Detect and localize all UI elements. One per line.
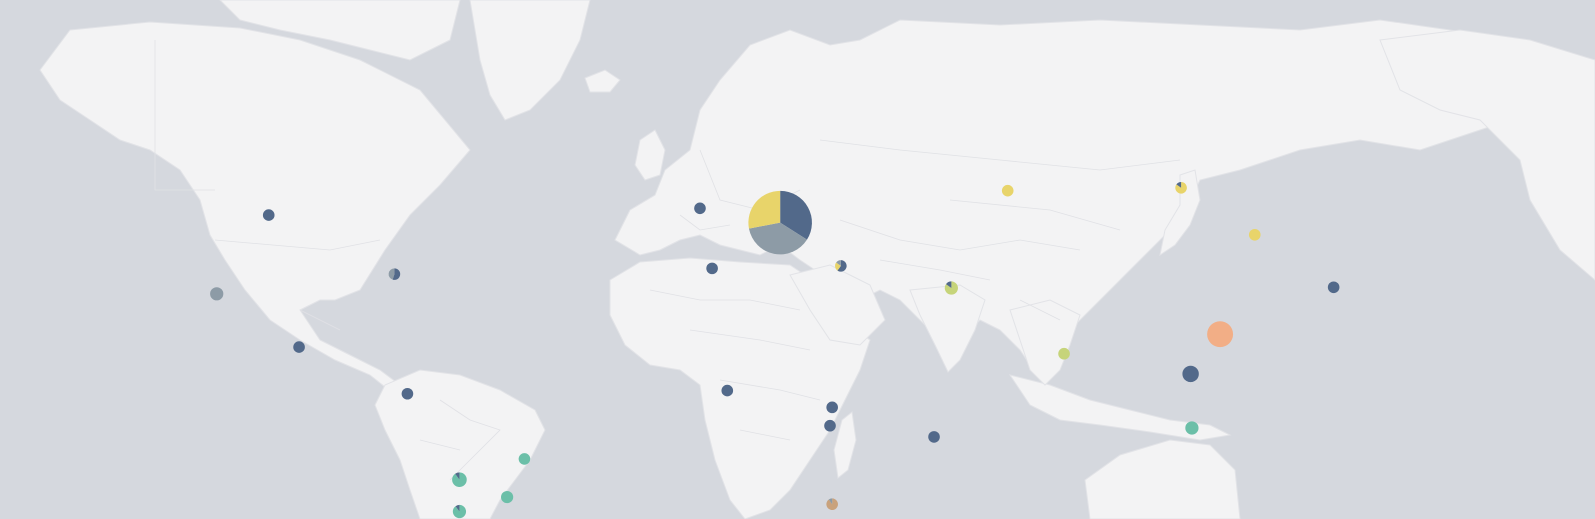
pie-marker-23[interactable]: [1248, 228, 1261, 241]
pie-marker-16[interactable]: [824, 419, 836, 432]
pie-slice: [780, 190, 812, 240]
pie-slice: [706, 262, 718, 275]
pie-marker-19[interactable]: [1001, 184, 1014, 197]
markers-layer: [210, 181, 1340, 519]
pie-marker-6[interactable]: [518, 453, 531, 465]
pie-marker-2[interactable]: [388, 268, 401, 280]
landmass-arctic-islands: [219, 0, 461, 61]
pie-slice: [388, 268, 395, 280]
landmass-madagascar: [833, 411, 857, 479]
pie-slice: [1248, 228, 1261, 241]
landmass-iceland: [584, 69, 621, 93]
pie-slice: [928, 431, 940, 443]
pie-marker-25[interactable]: [1207, 321, 1234, 348]
pie-marker-14[interactable]: [721, 384, 734, 397]
pie-slice: [501, 490, 514, 504]
landmasses: [39, 0, 1595, 519]
pie-slice: [1327, 281, 1340, 294]
pie-slice: [452, 472, 467, 488]
pie-slice: [1175, 181, 1187, 194]
landmass-africa: [609, 257, 871, 519]
pie-slice: [452, 504, 467, 519]
pie-marker-21[interactable]: [1058, 347, 1070, 360]
pie-slice: [721, 384, 734, 397]
pie-marker-5[interactable]: [401, 387, 414, 400]
pie-slice: [828, 498, 833, 505]
pie-slice: [401, 387, 414, 400]
pie-marker-13[interactable]: [835, 260, 847, 272]
landmass-india: [909, 284, 986, 373]
pie-slice: [1058, 347, 1070, 360]
pie-marker-17[interactable]: [928, 431, 940, 443]
pie-marker-3[interactable]: [210, 287, 224, 301]
pie-marker-18[interactable]: [826, 498, 838, 511]
landmass-greenland: [469, 0, 591, 121]
landmass-british-isles: [634, 129, 666, 181]
pie-marker-10[interactable]: [694, 202, 706, 215]
pie-slice: [293, 341, 305, 353]
landmass-south-america: [374, 369, 546, 519]
pie-marker-27[interactable]: [1185, 421, 1199, 435]
pie-slice: [694, 202, 706, 215]
pie-slice: [826, 401, 838, 414]
pie-slice: [455, 472, 460, 480]
pie-marker-8[interactable]: [501, 490, 514, 504]
pie-marker-20[interactable]: [944, 281, 958, 295]
pie-marker-9[interactable]: [452, 504, 467, 519]
landmass-indonesia: [1008, 374, 1232, 441]
pie-slice: [946, 281, 952, 289]
pie-slice: [944, 281, 958, 295]
pie-slice: [1185, 421, 1199, 435]
pie-marker-26[interactable]: [1182, 365, 1199, 383]
pie-slice: [837, 260, 847, 272]
landmass-southeast-asia: [1009, 299, 1081, 386]
pie-slice: [210, 287, 224, 301]
pie-slice: [1176, 181, 1182, 188]
pie-marker-7[interactable]: [452, 472, 467, 488]
landmass-north-america: [39, 21, 471, 396]
pie-marker-4[interactable]: [293, 341, 305, 353]
landmass-far-east-edge: [1379, 29, 1595, 281]
pie-marker-12[interactable]: [748, 190, 812, 255]
pie-marker-11[interactable]: [706, 262, 718, 275]
pie-marker-15[interactable]: [826, 401, 838, 414]
pie-slice: [836, 260, 841, 266]
pie-slice: [748, 190, 781, 229]
pie-slice: [835, 262, 841, 271]
pie-slice: [1207, 321, 1234, 348]
pie-marker-1[interactable]: [262, 209, 275, 221]
pie-slice: [748, 222, 807, 255]
pie-slice: [455, 504, 460, 512]
pie-marker-22[interactable]: [1175, 181, 1187, 194]
landmass-australia: [1084, 439, 1241, 519]
pie-marker-24[interactable]: [1327, 281, 1340, 294]
pie-slice: [824, 419, 836, 432]
pie-slice: [1001, 184, 1014, 197]
pie-slice: [1182, 365, 1199, 383]
pie-slice: [262, 209, 275, 221]
landmass-japan: [1159, 169, 1201, 257]
pie-slice: [392, 268, 401, 280]
pie-slice: [518, 453, 531, 465]
